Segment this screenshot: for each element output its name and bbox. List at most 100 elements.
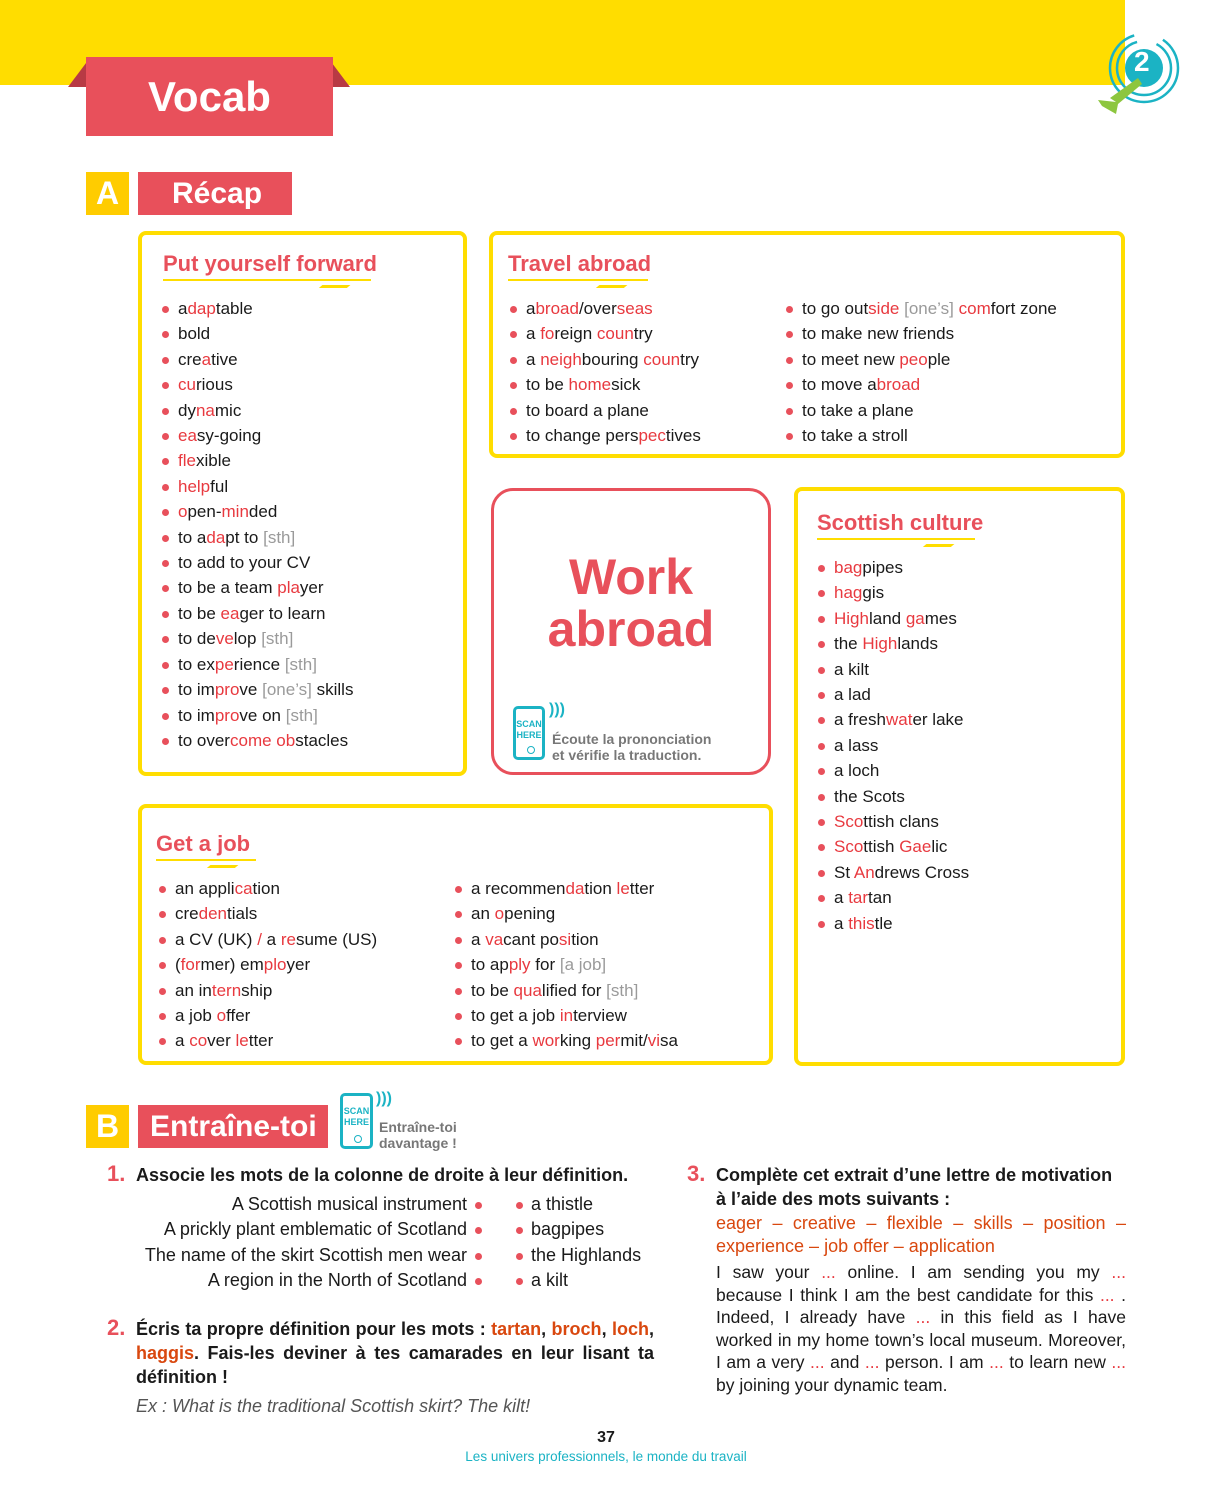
list-item: a freshwater lake (818, 707, 969, 732)
list-item: a lad (818, 682, 969, 707)
match-point[interactable] (475, 1252, 482, 1260)
match-point[interactable] (475, 1277, 482, 1285)
title-line: abroad (547, 601, 715, 657)
text-segment: tion (571, 929, 599, 949)
text-segment: na (195, 400, 215, 420)
text-segment: sume (US) (295, 929, 378, 949)
text-segment: a (261, 929, 281, 949)
text-segment: haggis (136, 1343, 195, 1363)
text-segment: to be (178, 603, 221, 623)
text-segment: sy-going (196, 426, 262, 446)
scan-here-button[interactable]: SCAN HERE (513, 706, 545, 760)
text-segment: because I think I am the best candidate … (716, 1284, 1100, 1305)
text-segment: cre (175, 904, 199, 924)
text-segment: , (601, 1319, 612, 1339)
list-item: to be homesick (510, 372, 701, 397)
text-segment: tter (629, 879, 655, 898)
text-segment: to be (526, 375, 569, 395)
text-segment: king (559, 1031, 596, 1051)
text-segment: ... (1111, 1262, 1126, 1282)
unit-number: 2 (1134, 46, 1150, 77)
text-segment: si (558, 929, 572, 949)
text-segment: com (958, 299, 991, 318)
list-item: to take a stroll (786, 423, 1057, 448)
list-item: to develop [sth] (162, 626, 353, 651)
text-segment: tter (248, 1031, 274, 1051)
text-segment: ea (220, 603, 240, 623)
text-segment: yer (286, 955, 311, 975)
text-segment: Gae (899, 837, 932, 857)
scan-here-button[interactable]: SCAN HERE (340, 1093, 373, 1149)
text-segment: a (834, 913, 849, 933)
text-segment: to ex (178, 654, 215, 674)
text-segment: da (565, 879, 585, 898)
text-segment: to get a job (471, 1006, 560, 1026)
text-segment: the Highlands (531, 1244, 642, 1265)
work-abroad-title: Work abroad (494, 551, 768, 655)
text-segment: come (229, 730, 272, 750)
text-segment: online. I am sending you my (835, 1262, 1112, 1282)
list-item: to apply for [a job] (455, 952, 678, 977)
text-segment: ver (207, 1031, 236, 1051)
caption-line: Entraîne-toi (379, 1119, 457, 1135)
text-segment: xible (195, 451, 231, 471)
text-segment: in (559, 1006, 574, 1026)
list-item: a neighbouring country (510, 347, 701, 372)
match-point[interactable] (475, 1227, 482, 1235)
list-item: Scottish Gaelic (818, 834, 969, 859)
text-segment: in this field as I have worked in my hom… (716, 1307, 1127, 1372)
text-segment: for (180, 955, 201, 975)
scan-label: HERE (516, 730, 542, 740)
definition-item: A prickly plant emblematic of Scotland (100, 1217, 490, 1242)
text-segment: tan (868, 888, 892, 908)
definition-item: The name of the skirt Scottish men wear (100, 1243, 490, 1268)
match-point[interactable] (475, 1201, 482, 1209)
list-item: adaptable (162, 296, 353, 321)
text-segment: a (178, 299, 188, 318)
text-segment: lic (931, 837, 948, 857)
text-segment: for (530, 955, 560, 975)
list-item: easy-going (162, 423, 353, 448)
text-segment: The name of the skirt Scottish men wear (144, 1244, 467, 1265)
match-point[interactable] (516, 1277, 523, 1285)
text-segment: pro (214, 705, 240, 725)
list-item: bagpipes (818, 555, 969, 580)
text-segment: , (541, 1319, 552, 1339)
match-point[interactable] (516, 1201, 523, 1209)
text-segment: tive (211, 349, 238, 369)
text-segment: pla (277, 578, 300, 598)
list-item: a vacant position (455, 927, 678, 952)
exercise-example: Ex : What is the traditional Scottish sk… (136, 1396, 531, 1416)
text-segment: broad (876, 375, 921, 395)
list-item: abroad/overseas (510, 296, 701, 321)
word-item: a kilt (508, 1268, 641, 1293)
text-segment: tern (211, 980, 242, 1000)
scan-label: SCAN (343, 1106, 370, 1116)
list-item: a foreign country (510, 321, 701, 346)
work-abroad-card: Work abroad SCAN HERE ))) Écoute la pronon… (491, 488, 771, 775)
list-item: to add to your CV (162, 550, 353, 575)
text-segment: rience (233, 654, 285, 674)
text-segment: tle (874, 913, 893, 933)
text-segment: co (189, 1031, 208, 1051)
exercise-instruction: Associe les mots de la colonne de droite… (136, 1165, 629, 1185)
text-segment: pro (214, 680, 240, 700)
text-segment: to meet new (802, 349, 900, 369)
text-segment: yer (299, 578, 324, 598)
text-segment: Sco (834, 837, 864, 857)
box-title: Put yourself forward (163, 251, 377, 281)
text-segment: ... (1099, 1284, 1115, 1305)
text-segment: tials (227, 904, 258, 924)
text-segment: skills (311, 680, 354, 700)
list-item: a loch (818, 758, 969, 783)
text-segment: to board a plane (526, 400, 649, 420)
match-point[interactable] (516, 1252, 523, 1260)
match-point[interactable] (516, 1227, 523, 1235)
text-segment: bold (178, 324, 211, 344)
text-segment: wat (885, 710, 913, 730)
text-segment: terview (573, 1006, 627, 1026)
text-segment: lified for (541, 980, 607, 1000)
text-segment: [one’s] (904, 299, 954, 318)
list-item: flexible (162, 448, 353, 473)
text-segment: coun (643, 349, 681, 369)
